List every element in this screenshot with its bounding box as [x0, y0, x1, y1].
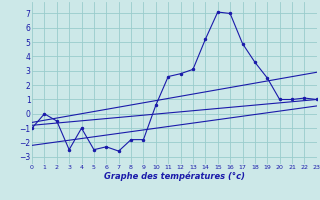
X-axis label: Graphe des températures (°c): Graphe des températures (°c)	[104, 172, 245, 181]
